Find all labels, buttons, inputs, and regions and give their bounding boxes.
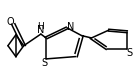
Text: N: N <box>67 22 74 32</box>
Text: H: H <box>38 22 44 31</box>
Text: O: O <box>6 17 14 27</box>
Text: S: S <box>41 58 47 68</box>
Text: S: S <box>127 48 133 58</box>
Text: N: N <box>37 25 44 35</box>
